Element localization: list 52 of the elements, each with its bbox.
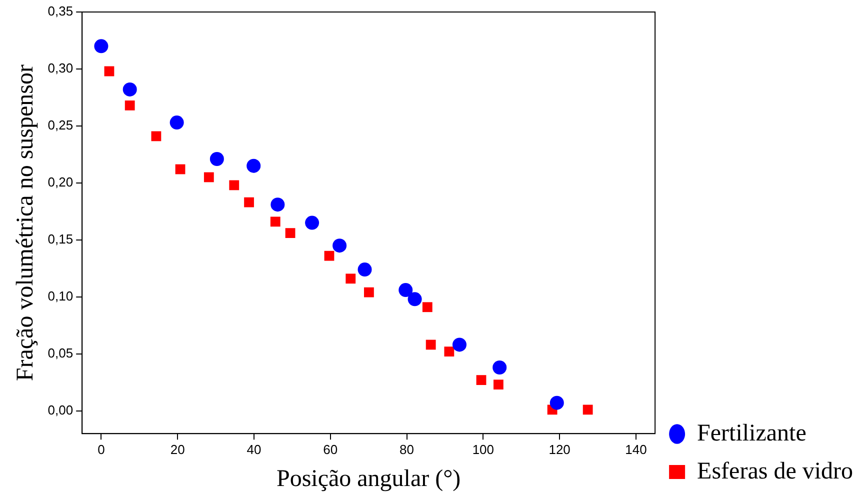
point xyxy=(332,238,347,253)
y-tick-label: 0,05 xyxy=(48,345,74,360)
y-tick-label: 0,35 xyxy=(48,4,74,19)
point xyxy=(346,274,356,284)
point xyxy=(582,404,593,415)
point xyxy=(422,302,432,312)
point xyxy=(285,228,296,238)
point xyxy=(358,262,372,277)
y-tick-label: 0,10 xyxy=(48,288,74,304)
point xyxy=(151,131,162,142)
point xyxy=(270,216,280,227)
point xyxy=(175,164,186,174)
point xyxy=(170,116,184,130)
point xyxy=(444,346,454,357)
point xyxy=(94,39,108,54)
point xyxy=(476,375,486,385)
x-tick-label: 100 xyxy=(472,442,494,457)
x-tick-label: 120 xyxy=(548,442,570,457)
y-tick-label: 0,30 xyxy=(48,60,74,76)
x-axis-title: Posição angular (°) xyxy=(276,466,461,492)
y-tick-label: 0,15 xyxy=(48,231,74,246)
y-tick-label: 0,25 xyxy=(48,118,74,133)
legend-label: Esferas de vidro xyxy=(697,458,854,484)
x-tick-label: 140 xyxy=(625,442,647,457)
legend-label: Fertilizante xyxy=(697,420,806,446)
point xyxy=(305,216,320,230)
point xyxy=(246,158,261,173)
point xyxy=(408,292,422,306)
y-axis-title: Fração volumétrica no suspensor xyxy=(12,64,39,382)
point xyxy=(364,287,374,298)
point xyxy=(122,82,137,96)
x-tick-label: 20 xyxy=(170,442,185,457)
point xyxy=(324,250,334,261)
y-tick-label: 0,20 xyxy=(48,174,74,190)
point xyxy=(492,360,507,375)
x-tick-label: 40 xyxy=(246,442,262,457)
point xyxy=(494,380,504,390)
point xyxy=(104,66,114,76)
point xyxy=(550,396,564,410)
point xyxy=(124,100,135,110)
y-tick-label: 0,00 xyxy=(48,402,74,418)
point xyxy=(398,283,413,298)
point xyxy=(452,338,466,352)
point xyxy=(426,340,436,350)
x-tick-label: 80 xyxy=(400,442,414,457)
point xyxy=(270,198,285,212)
point xyxy=(210,152,224,166)
x-tick-label: 0 xyxy=(98,442,105,457)
point xyxy=(244,197,254,208)
point xyxy=(229,180,240,190)
point xyxy=(204,172,214,182)
x-tick-label: 60 xyxy=(323,442,338,457)
